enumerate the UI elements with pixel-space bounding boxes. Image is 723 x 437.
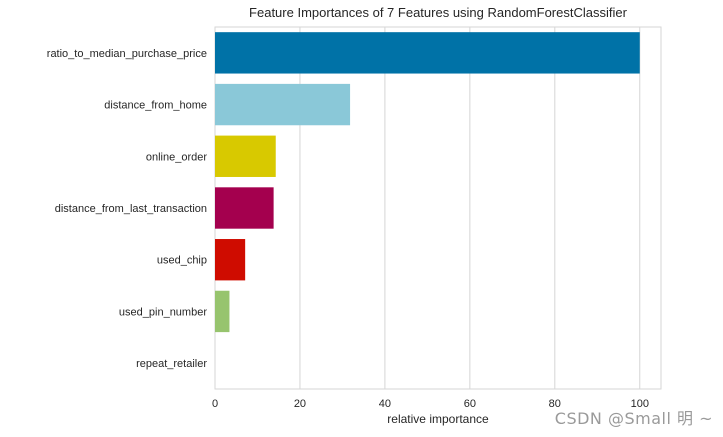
x-tick-label: 60 — [464, 398, 476, 410]
x-axis-title: relative importance — [387, 412, 489, 426]
plot-area — [214, 26, 662, 390]
x-tick-label: 0 — [212, 398, 218, 410]
bar-distance-from-home — [215, 83, 351, 126]
bar-ratio-to-median-purchase-price — [215, 32, 640, 74]
x-tick-label: 100 — [631, 398, 649, 410]
bar-online-order — [215, 135, 276, 177]
x-tick-label: 20 — [294, 398, 306, 410]
chart-title: Feature Importances of 7 Features using … — [249, 5, 628, 20]
watermark: CSDN @Small 明 ~ — [554, 409, 713, 428]
category-label-repeat-retailer: repeat_retailer — [136, 358, 207, 370]
category-label-ratio-to-median-purchase-price: ratio_to_median_purchase_price — [47, 48, 207, 60]
category-label-used-pin-number: used_pin_number — [119, 306, 207, 318]
grid-lines — [299, 27, 641, 389]
bar-distance-from-last-transaction — [215, 187, 274, 229]
bar-used-pin-number — [215, 290, 230, 333]
bars — [215, 32, 640, 333]
category-label-distance-from-home: distance_from_home — [104, 100, 207, 112]
category-label-distance-from-last-transaction: distance_from_last_transaction — [55, 203, 207, 215]
bar-used-chip — [215, 239, 246, 281]
x-tick-label: 40 — [379, 398, 391, 410]
x-tick-label: 80 — [549, 398, 561, 410]
category-label-used-chip: used_chip — [157, 255, 207, 267]
category-labels: ratio_to_median_purchase_price distance_f… — [47, 48, 208, 370]
x-tick-labels: 0 20 40 60 80 100 — [212, 398, 649, 410]
category-label-online-order: online_order — [146, 151, 207, 163]
